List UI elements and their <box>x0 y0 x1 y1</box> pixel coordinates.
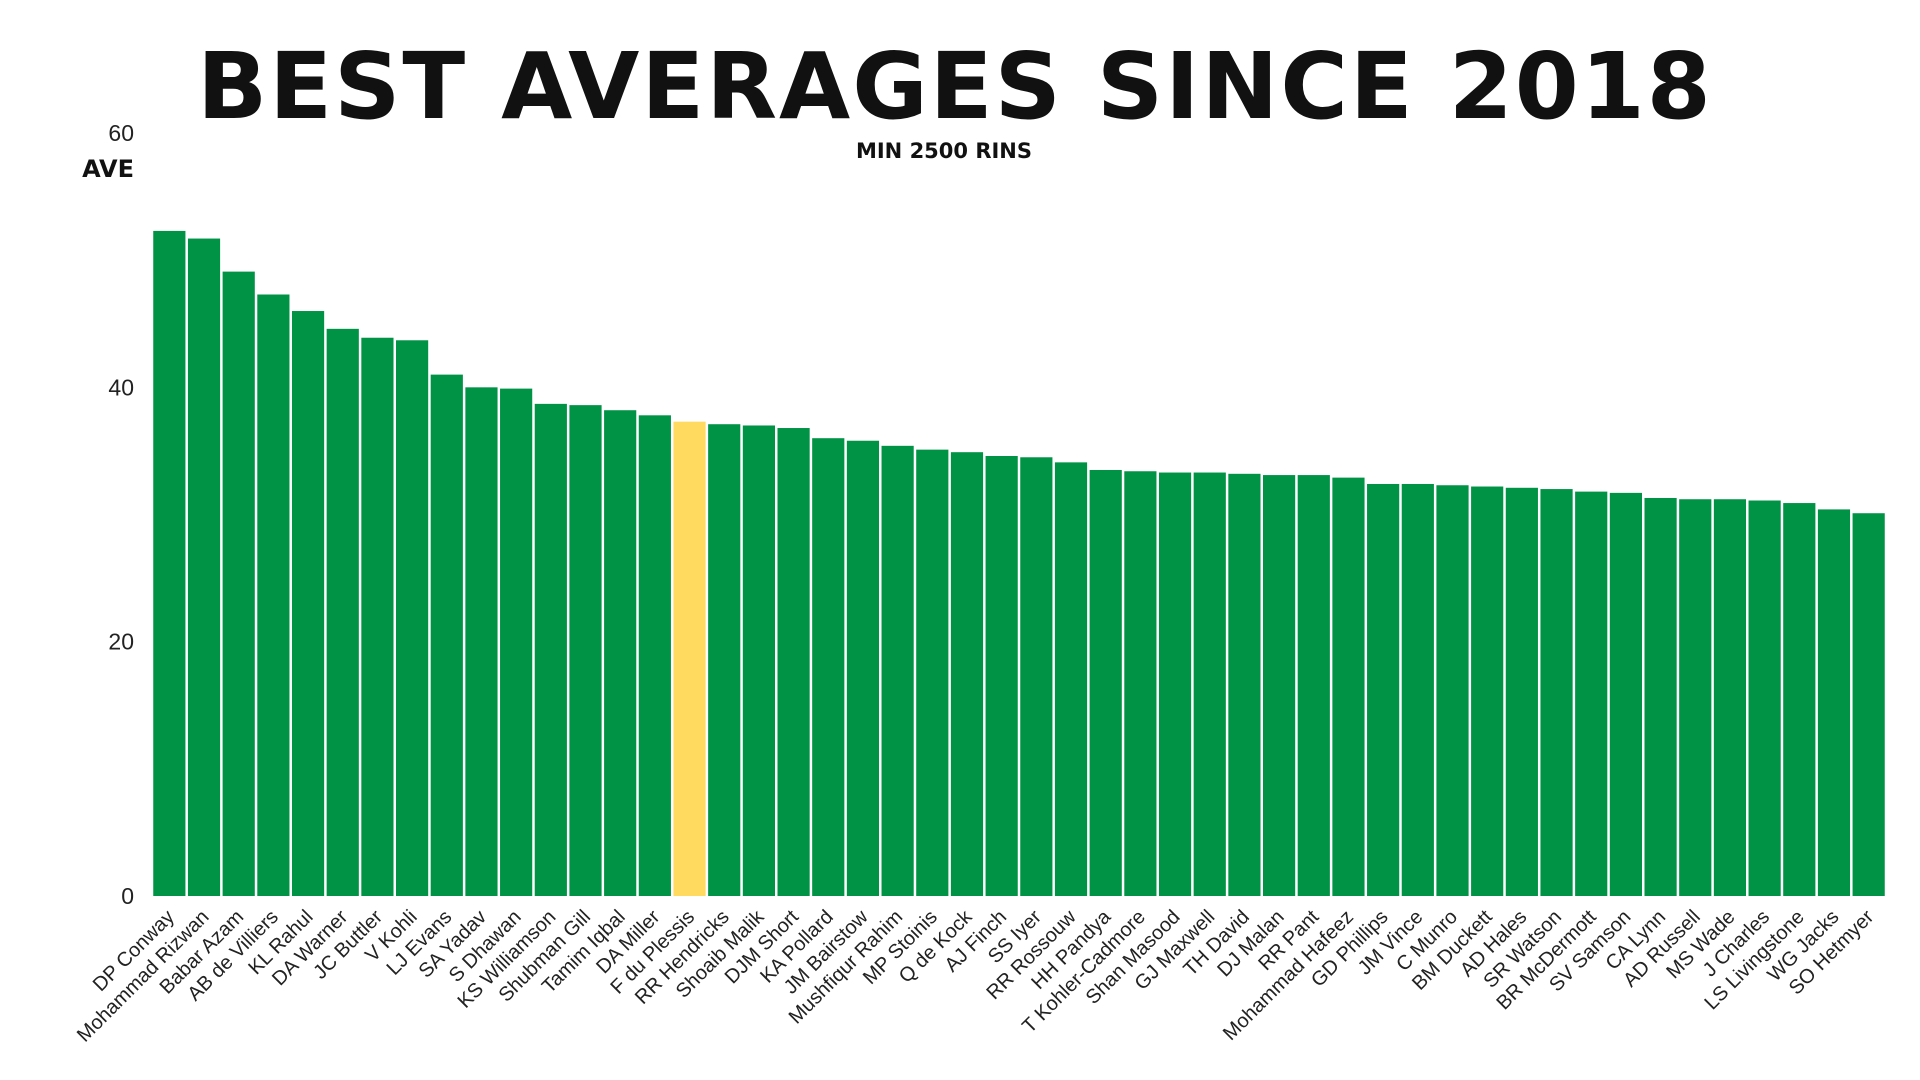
bar <box>1436 485 1469 896</box>
bar <box>222 271 255 896</box>
bar <box>1089 469 1122 896</box>
bar <box>1540 489 1573 896</box>
bar <box>257 294 290 896</box>
bar <box>361 337 394 896</box>
y-tick-label: 0 <box>121 883 134 909</box>
bar <box>153 230 186 897</box>
bar <box>1783 503 1816 896</box>
bar <box>1263 475 1296 896</box>
bar <box>916 449 949 896</box>
bar <box>1193 472 1226 896</box>
bar <box>569 405 602 896</box>
bar <box>291 311 325 896</box>
bar <box>812 438 845 896</box>
bar <box>465 387 498 896</box>
bar <box>1124 471 1157 896</box>
bar <box>1228 473 1261 896</box>
bar <box>708 424 741 896</box>
bar <box>534 403 567 896</box>
bar <box>1367 483 1400 896</box>
y-axis-label: AVE <box>82 155 134 183</box>
bar <box>1505 487 1538 896</box>
bar <box>1054 462 1088 896</box>
bar <box>1609 492 1642 896</box>
bar <box>1471 486 1504 896</box>
bar <box>1020 457 1053 896</box>
bar <box>396 340 429 896</box>
bar <box>1158 472 1192 896</box>
bar <box>1297 475 1330 896</box>
bar <box>187 238 221 897</box>
y-tick-label: 20 <box>108 629 134 655</box>
bar <box>1332 477 1365 896</box>
y-axis-ticks: 0 20 40 60 <box>108 120 134 909</box>
bar <box>500 388 533 896</box>
bar <box>1575 491 1608 896</box>
y-tick-label: 40 <box>108 374 134 400</box>
bar <box>1644 497 1677 896</box>
bar <box>881 445 914 896</box>
bar <box>604 410 637 896</box>
bar <box>326 328 359 897</box>
bar <box>1713 499 1747 896</box>
chart-title: BEST AVERAGES SINCE 2018 <box>197 33 1713 140</box>
bar <box>430 374 463 896</box>
bar <box>777 428 810 896</box>
bar <box>638 415 671 896</box>
bar <box>846 440 880 896</box>
bar <box>1748 500 1781 896</box>
chart-subtitle: MIN 2500 RINS <box>856 139 1032 163</box>
bar <box>1679 499 1712 896</box>
bar <box>985 456 1018 896</box>
bar <box>1852 513 1885 896</box>
bar <box>950 452 984 896</box>
bar <box>1817 509 1851 896</box>
bar <box>1401 483 1434 896</box>
bar <box>742 425 775 896</box>
y-tick-label: 60 <box>108 120 134 146</box>
bar-highlighted <box>673 421 706 896</box>
bar-series <box>153 230 1885 897</box>
